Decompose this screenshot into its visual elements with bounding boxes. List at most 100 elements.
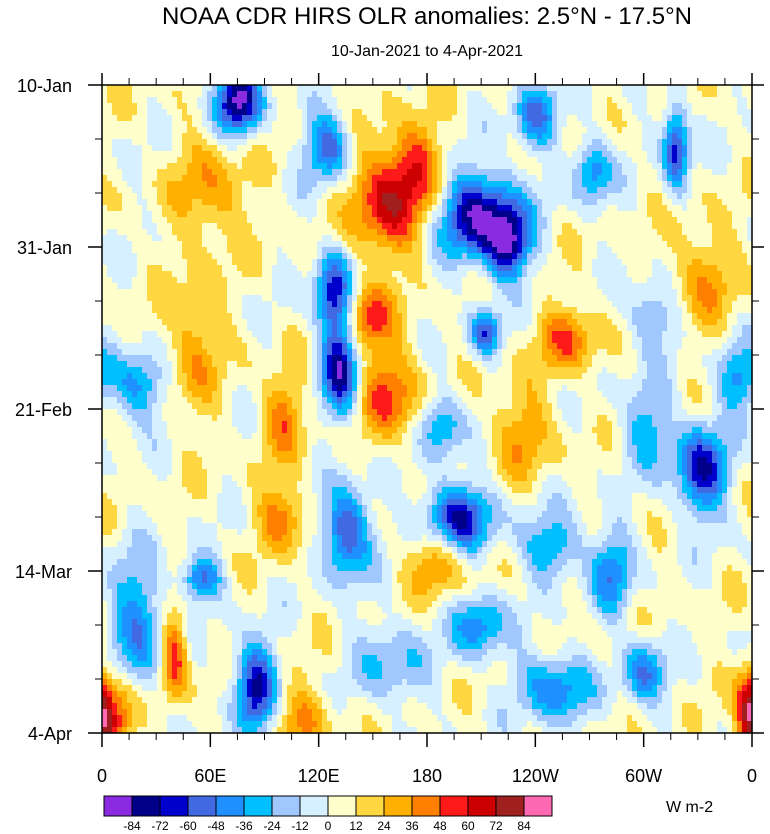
field-cell — [472, 187, 478, 194]
field-cell — [377, 121, 383, 128]
field-cell — [472, 109, 478, 116]
field-cell — [527, 277, 533, 284]
field-cell — [697, 133, 703, 140]
field-cell — [467, 127, 473, 134]
field-cell — [362, 145, 368, 152]
field-cell — [667, 259, 673, 266]
field-cell — [487, 289, 493, 296]
field-cell — [512, 85, 518, 92]
field-cell — [217, 277, 223, 284]
field-cell — [227, 133, 233, 140]
field-cell — [247, 193, 253, 200]
field-cell — [717, 205, 723, 212]
field-cell — [592, 277, 598, 284]
field-cell — [432, 295, 438, 302]
field-cell — [342, 121, 348, 128]
field-cell — [462, 109, 468, 116]
field-cell — [217, 175, 223, 182]
field-cell — [502, 217, 508, 224]
field-cell — [427, 115, 433, 122]
field-cell — [342, 109, 348, 116]
field-cell — [202, 163, 208, 170]
field-cell — [377, 157, 383, 164]
field-cell — [682, 145, 688, 152]
field-cell — [607, 211, 613, 218]
field-cell — [312, 283, 318, 290]
field-cell — [147, 301, 153, 308]
field-cell — [162, 223, 168, 230]
field-cell — [332, 277, 338, 284]
field-cell — [472, 217, 478, 224]
field-cell — [597, 139, 603, 146]
field-cell — [187, 313, 193, 320]
field-cell — [287, 97, 293, 104]
field-cell — [392, 199, 398, 206]
field-cell — [427, 169, 433, 176]
field-cell — [627, 289, 633, 296]
field-cell — [172, 283, 178, 290]
field-cell — [732, 217, 738, 224]
field-cell — [532, 295, 538, 302]
field-cell — [402, 265, 408, 272]
field-cell — [507, 145, 513, 152]
field-cell — [622, 151, 628, 158]
field-cell — [152, 109, 158, 116]
field-cell — [627, 139, 633, 146]
field-cell — [267, 169, 273, 176]
field-cell — [257, 175, 263, 182]
field-cell — [527, 307, 533, 314]
field-cell — [407, 85, 413, 92]
field-cell — [487, 205, 493, 212]
field-cell — [257, 193, 263, 200]
field-cell — [542, 115, 548, 122]
field-cell — [392, 187, 398, 194]
field-cell — [572, 175, 578, 182]
field-cell — [117, 97, 123, 104]
field-cell — [377, 313, 383, 320]
field-cell — [452, 97, 458, 104]
field-cell — [687, 91, 693, 98]
field-cell — [692, 277, 698, 284]
field-cell — [722, 115, 728, 122]
field-cell — [397, 97, 403, 104]
field-cell — [152, 205, 158, 212]
field-cell — [572, 91, 578, 98]
field-cell — [402, 193, 408, 200]
field-cell — [522, 181, 528, 188]
field-cell — [537, 157, 543, 164]
field-cell — [137, 229, 143, 236]
field-cell — [197, 271, 203, 278]
field-cell — [277, 229, 283, 236]
field-cell — [422, 283, 428, 290]
field-cell — [167, 211, 173, 218]
field-cell — [507, 115, 513, 122]
field-cell — [127, 235, 133, 242]
field-cell — [602, 283, 608, 290]
field-cell — [202, 247, 208, 254]
field-cell — [547, 205, 553, 212]
field-cell — [452, 109, 458, 116]
field-cell — [472, 85, 478, 92]
field-cell — [527, 187, 533, 194]
field-cell — [122, 91, 128, 98]
field-cell — [602, 157, 608, 164]
field-cell — [187, 247, 193, 254]
field-cell — [197, 151, 203, 158]
field-cell — [262, 307, 268, 314]
field-cell — [412, 229, 418, 236]
field-cell — [692, 109, 698, 116]
field-cell — [397, 157, 403, 164]
field-cell — [692, 181, 698, 188]
field-cell — [447, 193, 453, 200]
field-cell — [437, 289, 443, 296]
field-cell — [702, 163, 708, 170]
field-cell — [612, 265, 618, 272]
field-cell — [417, 259, 423, 266]
field-cell — [232, 103, 238, 110]
field-cell — [302, 247, 308, 254]
field-cell — [307, 253, 313, 260]
field-cell — [627, 169, 633, 176]
field-cell — [712, 121, 718, 128]
field-cell — [687, 163, 693, 170]
field-cell — [732, 151, 738, 158]
